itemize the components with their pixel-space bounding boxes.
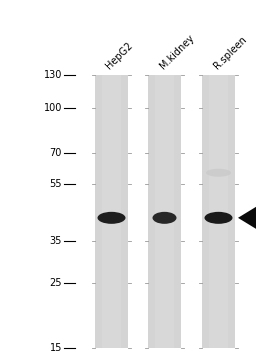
Polygon shape bbox=[238, 207, 256, 229]
Ellipse shape bbox=[153, 212, 176, 224]
Ellipse shape bbox=[205, 212, 232, 224]
Ellipse shape bbox=[98, 212, 125, 224]
Text: 130: 130 bbox=[44, 70, 62, 80]
Text: 35: 35 bbox=[50, 236, 62, 246]
Text: 25: 25 bbox=[49, 278, 62, 289]
Bar bbox=[95, 75, 128, 348]
Bar bbox=[102, 75, 121, 348]
Text: R.spleen: R.spleen bbox=[211, 34, 248, 71]
Bar bbox=[209, 75, 228, 348]
Text: 100: 100 bbox=[44, 103, 62, 113]
Bar bbox=[202, 75, 235, 348]
Text: 55: 55 bbox=[49, 179, 62, 189]
Text: HepG2: HepG2 bbox=[104, 40, 135, 71]
Text: 70: 70 bbox=[50, 148, 62, 158]
Text: 15: 15 bbox=[50, 343, 62, 353]
Ellipse shape bbox=[206, 169, 231, 177]
Text: M.kidney: M.kidney bbox=[157, 33, 196, 71]
Bar bbox=[148, 75, 181, 348]
Bar bbox=[155, 75, 174, 348]
